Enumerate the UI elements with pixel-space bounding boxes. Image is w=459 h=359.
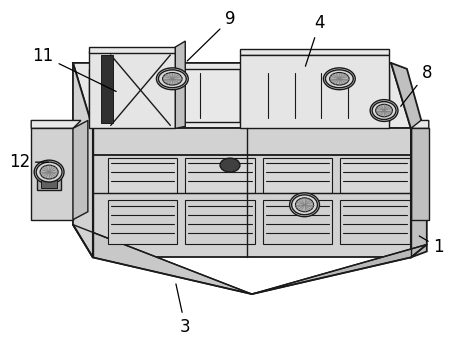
Polygon shape: [37, 165, 61, 190]
Polygon shape: [31, 129, 73, 220]
Ellipse shape: [40, 165, 58, 179]
Polygon shape: [41, 168, 57, 188]
Polygon shape: [411, 129, 429, 220]
Polygon shape: [108, 158, 177, 193]
Polygon shape: [411, 121, 429, 129]
Ellipse shape: [34, 160, 64, 184]
Polygon shape: [240, 69, 255, 122]
Polygon shape: [240, 55, 389, 129]
Ellipse shape: [376, 104, 392, 117]
Ellipse shape: [330, 73, 349, 85]
Text: 4: 4: [305, 14, 325, 66]
Ellipse shape: [290, 193, 319, 217]
Text: 12: 12: [9, 153, 48, 171]
Ellipse shape: [157, 68, 188, 90]
Polygon shape: [89, 47, 175, 53]
Polygon shape: [185, 158, 255, 193]
Polygon shape: [73, 63, 411, 129]
Ellipse shape: [372, 102, 396, 120]
Ellipse shape: [296, 198, 313, 212]
Polygon shape: [240, 49, 389, 55]
Polygon shape: [340, 200, 410, 244]
Polygon shape: [101, 55, 113, 123]
Polygon shape: [185, 200, 255, 244]
Polygon shape: [263, 200, 332, 244]
Polygon shape: [391, 63, 427, 140]
Polygon shape: [108, 200, 177, 244]
Ellipse shape: [220, 158, 240, 172]
Text: 9: 9: [187, 10, 235, 61]
Ellipse shape: [370, 100, 398, 121]
Text: 11: 11: [33, 47, 116, 92]
Polygon shape: [411, 129, 427, 257]
Ellipse shape: [36, 162, 62, 182]
Text: 3: 3: [176, 284, 190, 336]
Ellipse shape: [162, 73, 182, 85]
Polygon shape: [252, 244, 427, 294]
Polygon shape: [73, 121, 88, 220]
Ellipse shape: [325, 70, 353, 88]
Polygon shape: [340, 158, 410, 193]
Ellipse shape: [158, 70, 186, 88]
Polygon shape: [263, 158, 332, 193]
Polygon shape: [89, 51, 175, 129]
Ellipse shape: [291, 195, 318, 215]
Ellipse shape: [324, 68, 355, 90]
Polygon shape: [73, 225, 252, 294]
Text: 1: 1: [419, 236, 444, 256]
Polygon shape: [31, 121, 81, 129]
Polygon shape: [93, 129, 411, 257]
Polygon shape: [255, 69, 389, 122]
Polygon shape: [175, 41, 185, 129]
Polygon shape: [73, 63, 93, 257]
Text: 8: 8: [401, 64, 432, 106]
Polygon shape: [89, 69, 240, 122]
